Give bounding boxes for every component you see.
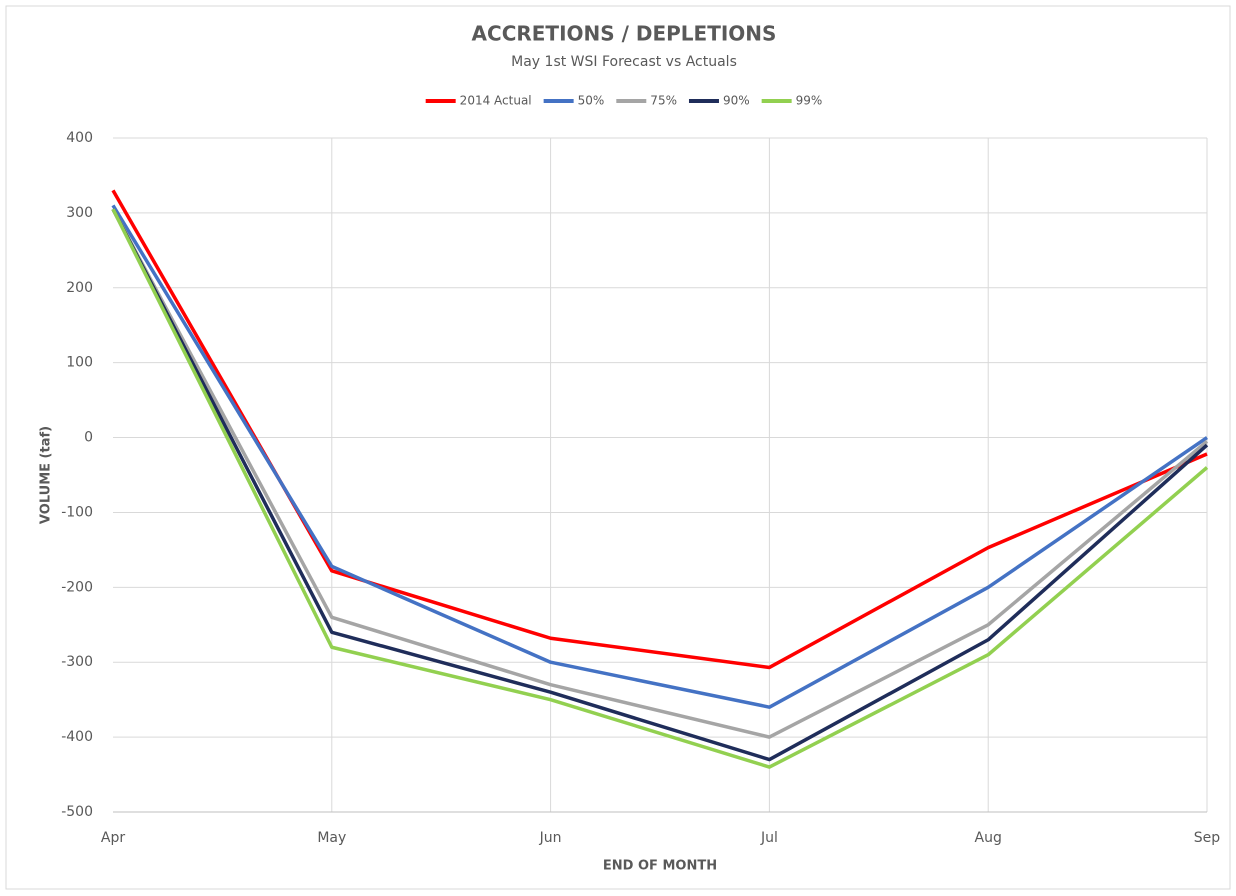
x-tick-label: May — [317, 830, 346, 846]
x-tick-label: Aug — [975, 830, 1002, 846]
y-tick-label: -500 — [61, 804, 93, 820]
chart-border — [5, 5, 1231, 890]
series-line — [111, 204, 1208, 709]
legend-label: 75% — [650, 94, 677, 108]
y-tick-label: -100 — [61, 504, 93, 520]
series-line — [111, 208, 1209, 769]
y-tick-label: 100 — [66, 355, 93, 371]
y-tick-label: -400 — [61, 729, 93, 745]
legend-label: 99% — [796, 94, 823, 108]
y-tick-label: -200 — [61, 579, 93, 595]
legend-item: 99% — [761, 94, 823, 108]
series-line — [111, 208, 1209, 739]
legend-item: 50% — [543, 94, 605, 108]
y-axis-label: VOLUME (taf) — [39, 426, 54, 524]
x-tick-label: Sep — [1194, 830, 1221, 846]
y-tick-label: 300 — [66, 205, 93, 221]
legend-label: 50% — [578, 94, 605, 108]
series-line — [111, 208, 1209, 762]
y-tick-label: 200 — [66, 280, 93, 296]
legend-item: 75% — [616, 94, 677, 108]
legend-item: 2014 Actual — [425, 94, 532, 108]
x-tick-label: Jul — [760, 830, 778, 846]
y-tick-label: -300 — [61, 654, 93, 670]
y-tick-label: 400 — [66, 130, 93, 146]
chart-title: ACCRETIONS / DEPLETIONS — [472, 22, 777, 46]
legend-item: 90% — [688, 94, 750, 108]
legend-label: 2014 Actual — [460, 94, 532, 108]
x-tick-label: Apr — [101, 830, 125, 846]
legend: 2014 Actual 50% 75% 90% 99% — [425, 94, 823, 108]
chart-subtitle: May 1st WSI Forecast vs Actuals — [511, 54, 737, 70]
x-axis-label: END OF MONTH — [603, 859, 717, 874]
legend-label: 90% — [723, 94, 750, 108]
y-tick-label: 0 — [84, 430, 93, 446]
x-tick-label: Jun — [539, 830, 562, 846]
